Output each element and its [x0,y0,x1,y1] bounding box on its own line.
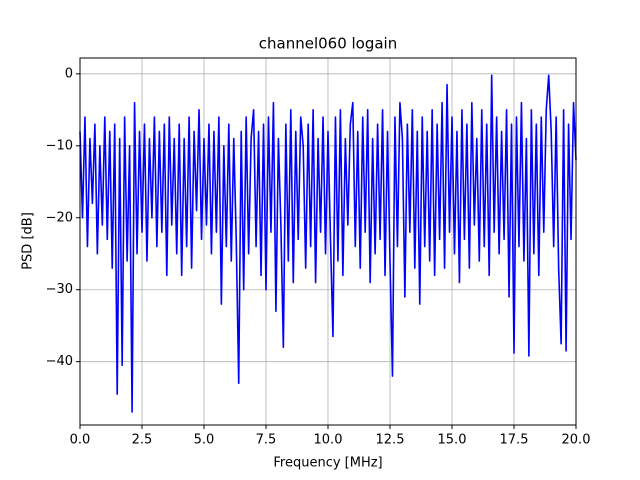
line-series [79,74,577,413]
x-tick-label: 7.5 [256,433,277,448]
x-tick-label: 15.0 [438,433,467,448]
y-tick-label: 0 [65,66,73,81]
x-tick-label: 5.0 [194,433,215,448]
x-tick-label: 17.5 [500,433,529,448]
y-tick-label: −10 [46,138,73,153]
x-tick-label: 12.5 [376,433,405,448]
y-tick-label: −20 [46,210,73,225]
y-tick-label: −40 [46,354,73,369]
plot-frame [79,57,577,426]
x-tick-label: 2.5 [132,433,153,448]
x-tick-label: 10.0 [314,433,343,448]
x-axis-label: Frequency [MHz] [273,456,382,471]
y-axis-label: PSD [dB] [21,212,36,270]
x-tick-label: 20.0 [562,433,591,448]
x-tick-label: 0.0 [70,433,91,448]
chart-title: channel060 logain [259,35,398,53]
y-tick-label: −30 [46,282,73,297]
